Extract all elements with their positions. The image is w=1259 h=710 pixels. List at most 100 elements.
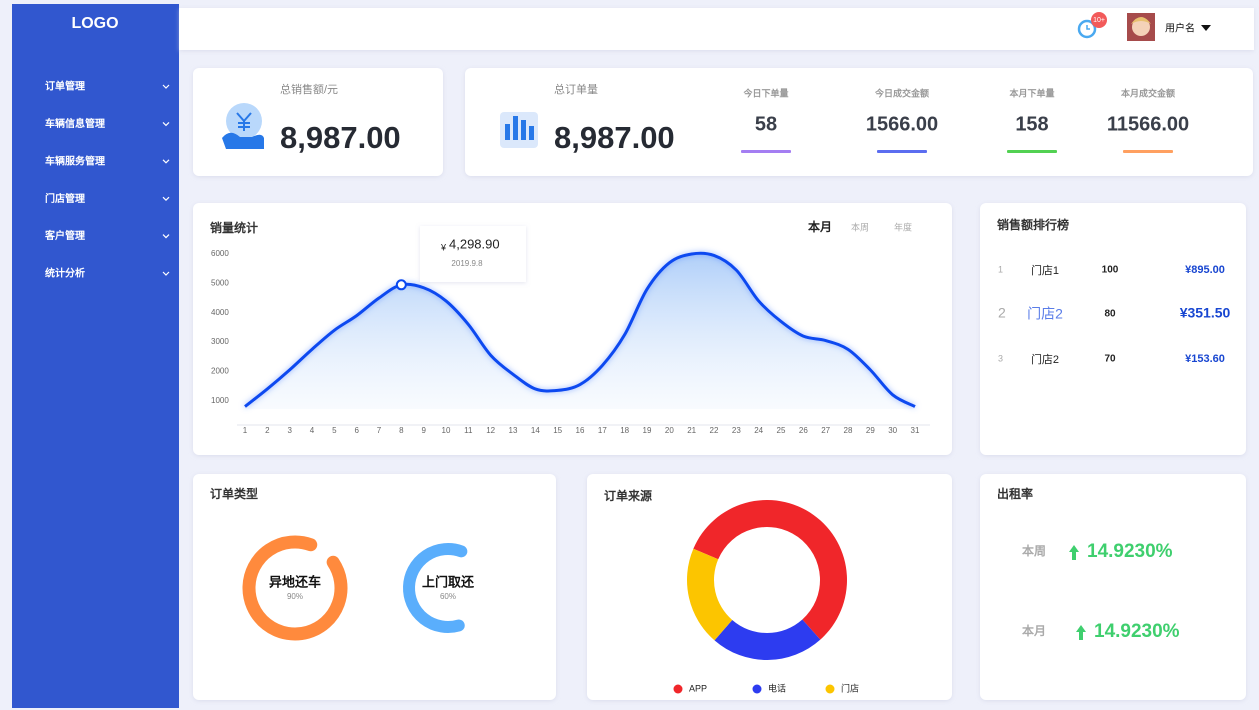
store: 门店2 [1031,352,1059,366]
pie-slice [714,619,821,660]
x-tick-label: 21 [687,426,696,435]
amount: ¥895.00 [1185,264,1225,276]
tooltip-currency: ¥ [440,242,447,252]
x-tick-label: 8 [399,426,404,435]
x-tick-label: 29 [866,426,875,435]
tooltip-value: 4,298.90 [449,236,500,251]
card [587,474,952,700]
pie-slice [686,548,733,641]
store: 门店2 [1027,306,1063,322]
card-title: 销售额排行榜 [997,217,1069,232]
card [465,68,1253,176]
x-tick-label: 22 [710,426,719,435]
amount: ¥351.50 [1180,305,1231,321]
menu-chevron[interactable] [162,196,170,202]
x-tick-label: 17 [598,426,607,435]
stat-value: 58 [755,113,777,135]
menu-item: 客户管理 [44,229,85,242]
ring-percent: 60% [440,592,456,601]
x-tick-label: 20 [665,426,674,435]
rank: 2 [998,305,1006,321]
header [179,8,1254,50]
stat-value: 11566.00 [1107,113,1189,135]
tooltip [420,226,526,282]
x-tick-label: 15 [553,426,562,435]
x-tick-label: 12 [486,426,495,435]
menu-chevron[interactable] [162,121,170,127]
ring-label: 上门取还 [422,574,475,589]
legend-label: APP [689,683,707,693]
summary-value: 8,987.00 [554,120,675,155]
x-tick-label: 9 [421,426,426,435]
x-tick-label: 5 [332,426,337,435]
notification-badge: 10+ [1093,17,1105,24]
menu-chevron[interactable] [162,234,170,239]
ring-label: 异地还车 [269,574,321,589]
card-title: 订单来源 [604,488,652,503]
up-arrow [1069,545,1079,560]
count: 70 [1104,354,1116,365]
x-tick-label: 28 [844,426,853,435]
x-tick-label: 3 [287,426,292,435]
rental-label: 本月 [1022,623,1046,638]
menu-chevron[interactable] [162,84,170,89]
area [245,253,915,409]
card-title: 销量统计 [210,220,258,235]
x-tick-label: 2 [265,426,270,435]
legend-dot [673,684,683,694]
alarm-icon[interactable] [1077,12,1107,39]
orders-icon [500,112,538,148]
x-tick-label: 26 [799,426,808,435]
count: 100 [1102,265,1119,276]
x-tick-label: 24 [754,426,763,435]
tooltip-date: 2019.9.8 [451,259,483,268]
tab[interactable]: 年度 [894,221,912,232]
summary-label: 总订单量 [554,82,598,96]
pie-slice [693,499,847,640]
stat-label: 今日下单量 [742,87,788,98]
rank: 3 [998,353,1003,363]
x-tick-label: 7 [377,426,382,435]
stat-value: 1566.00 [866,113,938,135]
x-tick-label: 1 [243,426,248,435]
menu-chevron[interactable] [162,159,170,164]
menu-chevron[interactable] [162,271,170,276]
tab[interactable]: 本周 [851,221,869,232]
stat-label: 今日成交金额 [874,87,929,98]
ring-percent: 90% [287,592,303,601]
stat-label: 本月成交金额 [1121,87,1175,98]
card [193,203,952,455]
store: 门店1 [1031,263,1059,277]
stat-underline [1123,150,1173,153]
x-tick-label: 30 [888,426,897,435]
tab[interactable]: 本月 [808,219,832,234]
x-tick-label: 25 [777,426,786,435]
username: 用户名 [1165,22,1195,35]
y-tick-label: 4000 [211,308,229,317]
y-tick-label: 6000 [211,249,229,258]
avatar[interactable] [1127,13,1155,41]
card [980,474,1246,700]
legend-label: 门店 [841,682,859,693]
x-tick-label: 18 [620,426,629,435]
menu-item: 车辆服务管理 [45,154,105,167]
legend-dot [825,684,835,694]
x-tick-label: 19 [643,426,652,435]
y-tick-label: 2000 [211,366,229,375]
card-title: 订单类型 [210,486,258,501]
dropdown-arrow[interactable] [1201,25,1211,31]
stat-underline [741,150,791,153]
x-tick-label: 11 [464,426,473,435]
x-tick-label: 27 [821,426,830,435]
stat-label: 本月下单量 [1009,87,1054,98]
x-tick-label: 14 [531,426,540,435]
x-tick-label: 16 [576,426,585,435]
legend-label: 电话 [768,682,786,693]
summary-value: 8,987.00 [280,120,401,155]
sidebar [12,4,179,708]
sales-icon [222,103,264,149]
y-tick-label: 3000 [211,337,229,346]
logo: LOGO [71,15,118,32]
menu-item: 统计分析 [45,267,85,280]
